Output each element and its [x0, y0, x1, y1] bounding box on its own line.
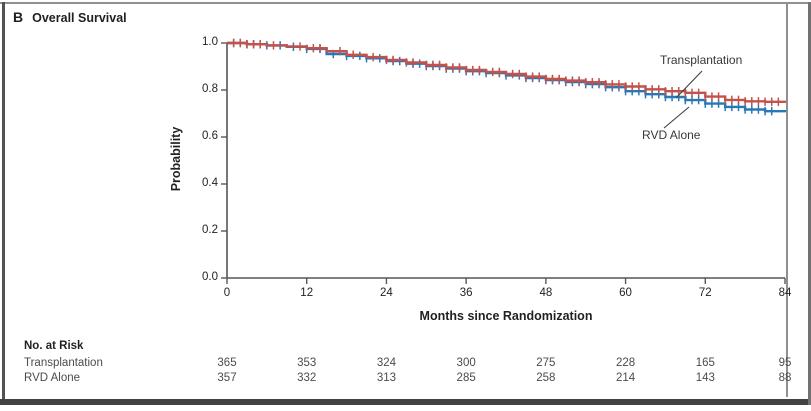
- risk-value: 143: [695, 372, 715, 384]
- risk-value: 285: [456, 372, 476, 384]
- risk-value: 365: [217, 357, 237, 369]
- annotation-transplantation: Transplantation: [660, 53, 743, 67]
- x-tick-label: 60: [619, 287, 632, 299]
- panel-letter: B: [13, 9, 24, 25]
- y-tick-label: 0.0: [202, 271, 218, 283]
- frame-border-left: [2, 2, 5, 405]
- frame-border-right: [808, 2, 811, 405]
- risk-value: 95: [778, 357, 792, 369]
- x-tick-label: 24: [380, 287, 393, 299]
- risk-value: 165: [695, 357, 715, 369]
- x-axis-title: Months since Randomization: [419, 309, 593, 323]
- risk-row-label-transplantation: Transplantation: [24, 357, 103, 369]
- risk-value: 324: [376, 357, 397, 369]
- y-tick-label: 0.8: [202, 83, 218, 95]
- x-tick-label: 36: [459, 287, 473, 299]
- risk-value: 300: [456, 357, 476, 369]
- risk-value: 353: [297, 357, 317, 369]
- y-tick-label: 0.4: [202, 177, 218, 189]
- risk-value: 332: [297, 372, 317, 384]
- risk-value: 258: [536, 372, 556, 384]
- leader-line-transplantation: [675, 70, 703, 99]
- risk-value: 357: [217, 372, 237, 384]
- x-tick-label: 0: [223, 287, 231, 299]
- frame-border-top: [0, 2, 811, 4]
- risk-value: 313: [376, 372, 397, 384]
- y-tick-label: 0.6: [202, 130, 218, 142]
- panel-title: B Overall Survival: [13, 9, 127, 27]
- x-tick-label: 48: [539, 287, 553, 299]
- risk-value: 275: [536, 357, 556, 369]
- x-tick-label: 84: [778, 287, 792, 299]
- risk-value: 214: [615, 372, 636, 384]
- y-tick-label: 1.0: [202, 36, 218, 48]
- risk-table-heading: No. at Risk: [24, 340, 84, 352]
- curve-transplantation: [227, 41, 787, 103]
- x-tick-label: 72: [698, 287, 712, 299]
- y-axis-title: Probability: [169, 126, 183, 192]
- annotation-rvd-alone: RVD Alone: [642, 128, 701, 142]
- panel-title-text: Overall Survival: [32, 11, 127, 25]
- y-tick-label: 0.2: [202, 224, 218, 236]
- risk-value: 228: [615, 357, 636, 369]
- risk-row-label-rvd-alone: RVD Alone: [24, 372, 81, 384]
- x-tick-label: 12: [300, 287, 314, 299]
- risk-value: 88: [778, 372, 792, 384]
- leader-line-rvd-alone: [663, 106, 690, 129]
- frame-border-bottom: [0, 399, 811, 405]
- frame-inner-right-line: [786, 2, 788, 397]
